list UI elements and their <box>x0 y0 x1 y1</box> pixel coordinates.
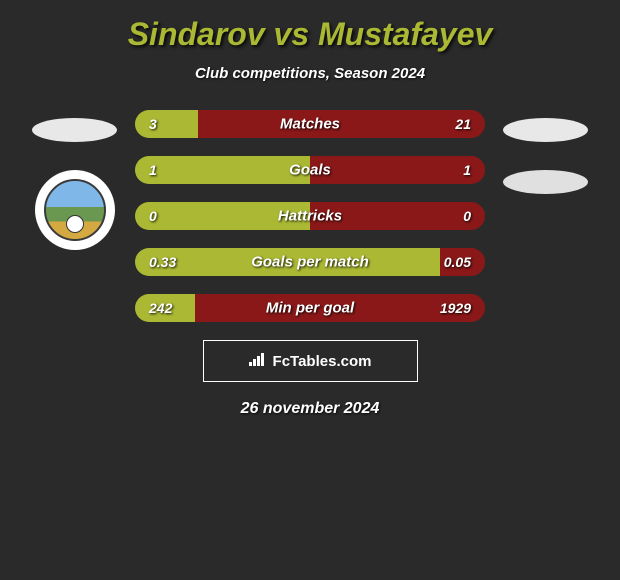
stat-value-right: 0 <box>463 208 471 224</box>
badge-graphic <box>44 179 106 241</box>
stat-row-3: Goals per match 0.33 0.05 <box>135 248 485 276</box>
bar-left <box>135 110 198 138</box>
bar-right <box>310 156 485 184</box>
stat-value-right: 21 <box>455 116 471 132</box>
stat-label: Matches <box>280 116 340 133</box>
comparison-infographic: Sindarov vs Mustafayev Club competitions… <box>0 0 620 426</box>
stat-row-2: Hattricks 0 0 <box>135 202 485 230</box>
attribution-box: FcTables.com <box>203 340 418 382</box>
stat-value-left: 0.33 <box>149 254 176 270</box>
stat-label: Hattricks <box>278 208 342 225</box>
date-label: 26 november 2024 <box>0 400 620 418</box>
stat-value-left: 0 <box>149 208 157 224</box>
subtitle: Club competitions, Season 2024 <box>0 65 620 82</box>
main-content: Matches 3 21 Goals 1 1 Hattricks 0 0 Goals per ma… <box>0 110 620 322</box>
right-side <box>503 110 588 194</box>
stat-value-right: 0.05 <box>444 254 471 270</box>
stat-value-left: 242 <box>149 300 172 316</box>
stat-row-4: Min per goal 242 1929 <box>135 294 485 322</box>
player-placeholder-right <box>503 118 588 142</box>
bar-right <box>198 110 485 138</box>
player-placeholder-left <box>32 118 117 142</box>
comparison-bars: Matches 3 21 Goals 1 1 Hattricks 0 0 Goals per ma… <box>135 110 485 322</box>
club-badge-left <box>35 170 115 250</box>
stat-value-left: 1 <box>149 162 157 178</box>
page-title: Sindarov vs Mustafayev <box>0 16 620 53</box>
stat-value-right: 1 <box>463 162 471 178</box>
club-placeholder-right <box>503 170 588 194</box>
stat-row-0: Matches 3 21 <box>135 110 485 138</box>
left-side <box>32 110 117 250</box>
chart-icon <box>249 352 267 371</box>
stat-label: Goals per match <box>251 254 369 271</box>
stat-value-left: 3 <box>149 116 157 132</box>
stat-value-right: 1929 <box>440 300 471 316</box>
stat-row-1: Goals 1 1 <box>135 156 485 184</box>
bar-left <box>135 156 310 184</box>
stat-label: Min per goal <box>266 300 354 317</box>
attribution-text: FcTables.com <box>273 353 372 370</box>
stat-label: Goals <box>289 162 331 179</box>
ball-icon <box>66 215 84 233</box>
